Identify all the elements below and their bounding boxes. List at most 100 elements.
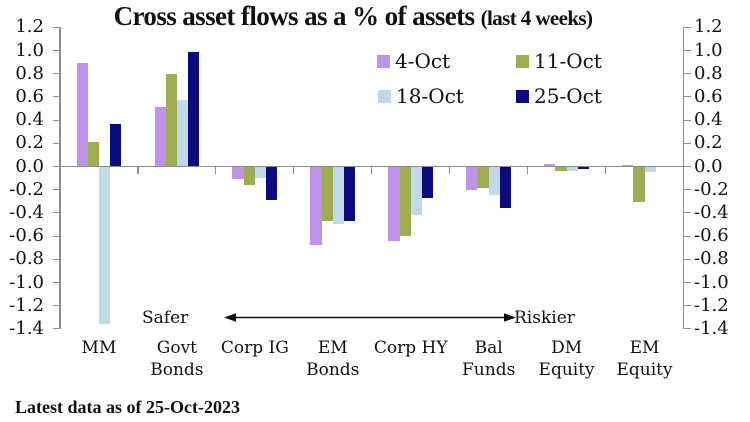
bar-25-oct-dm-equity: [577, 167, 589, 170]
x-label-corp-ig: Corp IG: [220, 338, 289, 358]
y-tick-label-left: -0.2: [9, 178, 44, 200]
legend-label-11-oct: 11-Oct: [534, 49, 602, 73]
x-tick: [137, 166, 139, 174]
legend-item-18-oct: 18-Oct: [378, 86, 464, 107]
bar-11-oct-bal-funds: [477, 167, 489, 189]
y-tick-label-right: 0.6: [694, 85, 723, 107]
x-label-em-bonds: EM Bonds: [306, 338, 360, 380]
bar-11-oct-corp-ig: [243, 167, 255, 185]
annotation-riskier: Riskier: [514, 308, 575, 328]
y-tick-right: [683, 305, 691, 307]
bar-18-oct-em-bonds: [332, 167, 344, 224]
footnote: Latest data as of 25-Oct-2023: [15, 397, 240, 417]
y-tick-label-left: 1.0: [15, 39, 44, 61]
arrow-head-left: [224, 313, 236, 322]
y-tick-right: [683, 26, 691, 28]
bar-4-oct-mm: [76, 63, 88, 167]
legend-label-4-oct: 4-Oct: [395, 49, 451, 73]
y-tick-right: [683, 281, 691, 284]
y-tick-label-left: -1.4: [9, 317, 44, 339]
y-tick-left: [52, 49, 60, 52]
bar-18-oct-mm: [98, 167, 111, 324]
y-tick-right: [683, 73, 691, 75]
y-tick-right: [683, 96, 691, 98]
y-tick-right: [683, 119, 691, 121]
bar-25-oct-em-bonds: [343, 167, 356, 221]
x-label-corp-hy: Corp HY: [373, 338, 448, 358]
y-tick-label-left: -0.8: [9, 248, 44, 270]
y-tick-right: [683, 212, 691, 214]
y-tick-right: [683, 258, 691, 260]
bar-25-oct-corp-hy: [421, 167, 434, 199]
bar-11-oct-corp-hy: [399, 167, 411, 236]
bar-18-oct-corp-hy: [410, 167, 422, 215]
y-tick-label-right: -1.0: [694, 271, 729, 293]
legend-swatch-4-oct: [377, 55, 390, 68]
y-tick-label-left: 0.8: [15, 62, 44, 84]
y-axis-left: [59, 27, 61, 329]
y-tick-right: [683, 142, 691, 144]
x-tick: [293, 166, 295, 174]
bar-18-oct-bal-funds: [488, 167, 500, 195]
y-tick-label-right: -1.2: [694, 294, 729, 316]
bar-25-oct-bal-funds: [499, 167, 512, 208]
y-tick-label-left: -1.0: [9, 271, 44, 293]
y-tick-label-left: 0.2: [15, 132, 44, 154]
legend-label-25-oct: 25-Oct: [534, 84, 602, 108]
bar-4-oct-govt-bonds: [154, 107, 166, 167]
y-tick-label-right: 0.4: [694, 109, 723, 131]
bar-11-oct-mm: [87, 142, 99, 167]
y-tick-label-right: -0.6: [694, 225, 729, 247]
y-tick-label-left: 1.2: [15, 16, 44, 38]
annotation-safer: Safer: [142, 308, 189, 328]
x-label-bal-funds: Bal Funds: [462, 338, 516, 380]
legend-item-11-oct: 11-Oct: [516, 51, 602, 72]
y-tick-label-right: 1.2: [694, 16, 723, 38]
y-tick-left: [52, 258, 60, 260]
bar-18-oct-govt-bonds: [176, 100, 189, 167]
bar-18-oct-corp-ig: [254, 167, 267, 178]
bar-11-oct-em-bonds: [321, 167, 333, 221]
y-tick-right: [683, 235, 691, 237]
bar-4-oct-corp-hy: [388, 167, 400, 242]
chart-title-main: Cross asset flows as a % of assets: [113, 1, 475, 31]
bar-11-oct-em-equity: [633, 167, 645, 202]
y-tick-left: [52, 235, 60, 237]
y-tick-label-right: -0.8: [694, 248, 729, 270]
y-tick-left: [52, 189, 60, 191]
bar-11-oct-dm-equity: [555, 167, 567, 171]
y-tick-label-right: 0.8: [694, 62, 723, 84]
y-tick-left: [52, 142, 60, 144]
y-tick-label-left: 0.0: [15, 155, 44, 177]
y-tick-label-right: 0.2: [694, 132, 723, 154]
bar-25-oct-mm: [110, 123, 122, 167]
x-label-govt-bonds: Govt Bonds: [150, 338, 204, 380]
y-tick-left: [52, 26, 60, 28]
bar-11-oct-govt-bonds: [165, 73, 177, 167]
y-tick-label-right: -0.2: [694, 178, 729, 200]
bar-4-oct-bal-funds: [466, 167, 478, 191]
x-tick: [371, 166, 373, 174]
chart-title-suffix: (last 4 weeks): [480, 6, 593, 30]
y-tick-label-right: -1.4: [694, 317, 729, 339]
y-tick-left: [52, 96, 60, 98]
y-tick-label-left: -0.4: [9, 201, 44, 223]
y-tick-left: [52, 328, 60, 330]
y-tick-label-left: -1.2: [9, 294, 44, 316]
y-tick-right: [683, 328, 691, 330]
y-tick-label-left: -0.6: [9, 225, 44, 247]
x-axis-zero-line: [60, 165, 684, 168]
legend-swatch-18-oct: [378, 90, 391, 103]
x-tick: [215, 166, 217, 174]
y-tick-right: [683, 49, 691, 52]
y-tick-right: [683, 189, 691, 191]
y-tick-right: [683, 165, 691, 168]
y-tick-left: [52, 119, 60, 121]
y-tick-left: [52, 305, 60, 307]
y-tick-left: [52, 73, 60, 75]
legend-swatch-11-oct: [516, 55, 529, 68]
bar-25-oct-corp-ig: [266, 167, 278, 200]
bar-18-oct-dm-equity: [566, 167, 578, 171]
